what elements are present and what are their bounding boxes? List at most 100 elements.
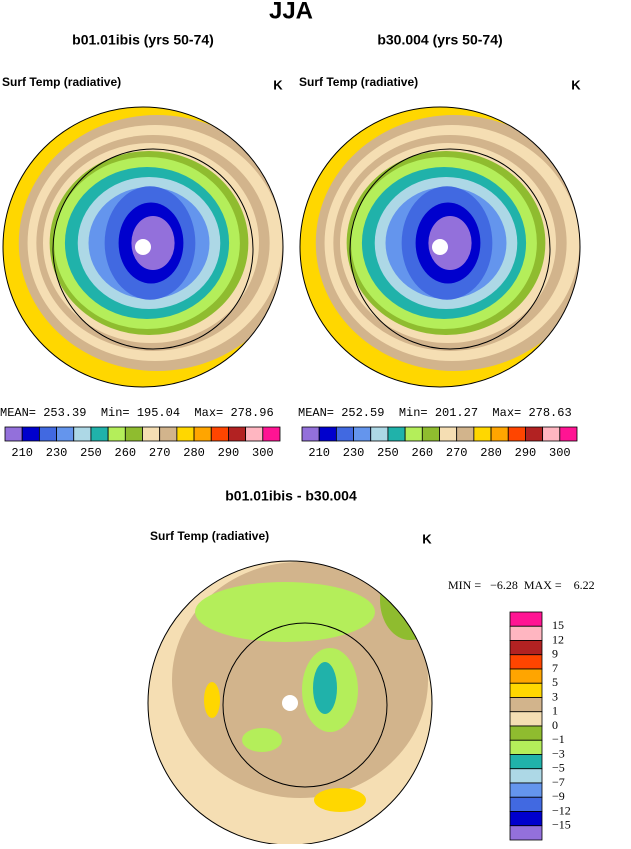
colorbar-box [56,426,75,442]
colorbar-box [509,796,543,812]
colorbar-box [90,426,109,442]
colorbar-label: 1 [552,704,558,718]
colorbar-box [542,426,561,442]
colorbar-label: −9 [552,789,565,803]
units-label: K [422,531,432,546]
colorbar-label: 9 [552,647,558,661]
panel-title: b30.004 (yrs 50-74) [377,32,502,48]
colorbar-label: 5 [552,675,558,689]
colorbar-label: 0 [552,718,558,732]
colorbar-box [509,768,543,784]
units-label: K [273,77,283,92]
colorbar-box [509,611,543,627]
colorbar-box [107,426,126,442]
colorbar-label: 290 [218,446,240,460]
map-border [299,106,581,388]
colorbar-box [559,426,578,442]
colorbar-label: −12 [552,803,571,817]
colorbar-label: 250 [377,446,399,460]
colorbar-box [210,426,229,442]
panel-title: b01.01ibis (yrs 50-74) [72,32,214,48]
colorbar-box [335,426,354,442]
colorbar-box [421,426,440,442]
stats: MEAN= 252.59 Min= 201.27 Max= 278.63 [298,406,572,420]
contour-band [428,216,472,270]
colorbar-box [228,426,247,442]
colorbar-label: 280 [183,446,205,460]
colorbar-box [509,668,543,684]
colorbar-box [245,426,264,442]
colorbar-box [193,426,212,442]
colorbar-label: 290 [515,446,537,460]
colorbar-box [509,782,543,798]
contour-band [313,662,337,714]
variable-label: Surf Temp (radiative) [150,529,269,543]
colorbar-box [21,426,40,442]
colorbar-label: 300 [549,446,571,460]
colorbar-box [176,426,195,442]
units-label: K [571,77,581,92]
colorbar-label: −15 [552,818,571,832]
colorbar-box [456,426,475,442]
colorbar-label: −3 [552,746,565,760]
coastline [349,148,551,350]
colorbar-box [262,426,281,442]
colorbar-box [370,426,389,442]
colorbar-label: 210 [11,446,33,460]
map-border [2,106,284,388]
colorbar-box [507,426,526,442]
colorbar-label: 210 [308,446,330,460]
colorbar-label: 15 [552,618,564,632]
colorbar-box [473,426,492,442]
stats: MEAN= 253.39 Min= 195.04 Max= 278.96 [0,406,274,420]
colorbar-box [509,754,543,770]
colorbar-box [318,426,337,442]
colorbar-box [301,426,320,442]
polar-map [148,561,432,845]
colorbar-box [509,811,543,827]
colorbar-box [124,426,143,442]
panel-title: b01.01ibis - b30.004 [225,488,357,504]
stats: MIN = −6.28 MAX = 6.22 [448,578,595,592]
colorbar-box [525,426,544,442]
colorbar-label: 300 [252,446,274,460]
colorbar-box [509,825,543,841]
polar-map [3,107,283,387]
colorbar-box [73,426,92,442]
colorbar-box [4,426,23,442]
colorbar-box [509,725,543,741]
colorbar-box [439,426,458,442]
colorbar-label: −7 [552,775,565,789]
pole [135,239,151,255]
variable-label: Surf Temp (radiative) [299,75,418,89]
colorbar-box [509,625,543,641]
colorbar-label: −1 [552,732,565,746]
colorbar-label: 280 [480,446,502,460]
colorbar-box [387,426,406,442]
colorbar-box [38,426,57,442]
coastline [52,148,254,350]
colorbar-label: 270 [149,446,171,460]
figure-title: JJA [269,0,313,24]
colorbar-label: −5 [552,761,565,775]
colorbar-label: 260 [115,446,137,460]
colorbar-label: 7 [552,661,558,675]
colorbar-box [404,426,423,442]
pole [282,695,298,711]
colorbar-label: 260 [412,446,434,460]
contour-band [195,582,375,642]
colorbar-box [509,640,543,656]
colorbar-label: 12 [552,632,564,646]
colorbar-label: 230 [343,446,365,460]
colorbar-label: 230 [46,446,68,460]
colorbar-box [159,426,178,442]
variable-label: Surf Temp (radiative) [2,75,121,89]
colorbar-box [509,682,543,698]
contour-band [204,682,220,718]
contour-band [131,216,175,270]
colorbar-box [490,426,509,442]
colorbar-label: 250 [80,446,102,460]
colorbar-box [142,426,161,442]
colorbar-box [509,739,543,755]
